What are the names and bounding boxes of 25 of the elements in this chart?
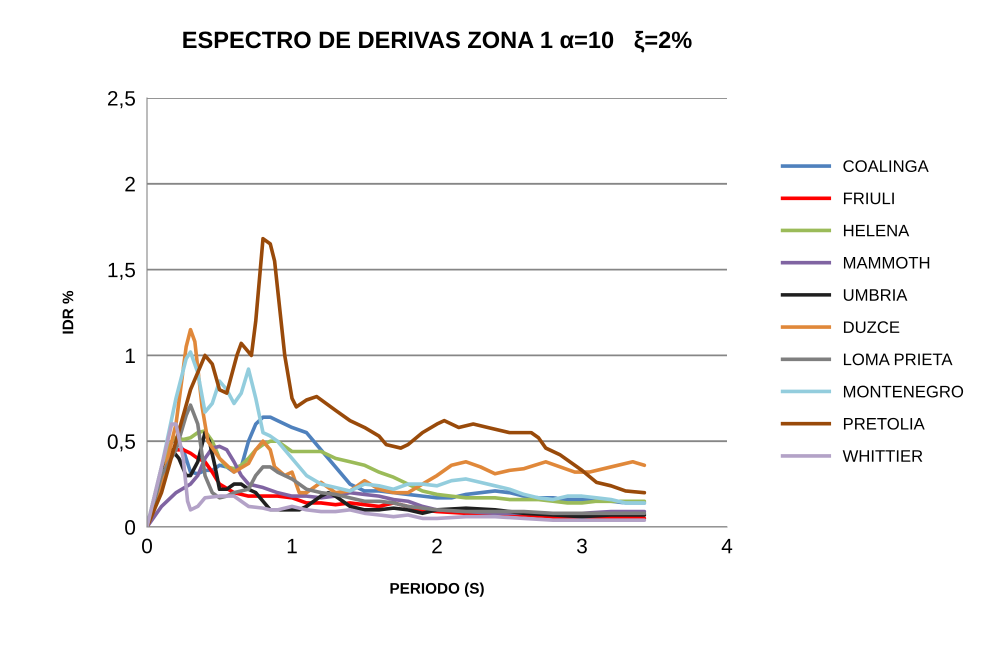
legend-label: MONTENEGRO [844, 386, 964, 398]
y-tick-label: 2 [125, 176, 135, 192]
x-tick-label: 3 [577, 538, 587, 554]
y-axis-title: IDR % [62, 290, 74, 334]
y-tick-label: 1,5 [108, 262, 136, 280]
legend-label: UMBRIA [844, 289, 908, 301]
legend-label: HELENA [844, 224, 910, 236]
legend-label: PRETOLIA [844, 418, 925, 430]
x-tick-label: 2 [432, 538, 442, 554]
y-tick-label: 0,5 [108, 434, 136, 452]
line-series [147, 236, 646, 527]
y-tick-label: 2,5 [108, 91, 136, 108]
y-tick-label: 0 [125, 520, 136, 535]
x-tick-label: 1 [288, 538, 297, 554]
x-tick-label: 0 [142, 538, 152, 554]
legend-label: MAMMOTH [844, 256, 930, 269]
legend-label: DUZCE [844, 321, 900, 334]
y-tick-label: 1 [126, 348, 135, 363]
x-tick-label: 4 [722, 538, 732, 554]
chart-title: ESPECTRO DE DERIVAS ZONA 1 α=10 ξ=2% [183, 30, 692, 53]
x-axis-title: PERIODO (S) [390, 582, 484, 597]
legend-label: COALINGA [843, 160, 929, 172]
legend-label: FRIULI [844, 192, 894, 204]
legend-label: WHITTIER [842, 450, 922, 462]
legend-label: LOMA PRIETA [844, 353, 952, 366]
